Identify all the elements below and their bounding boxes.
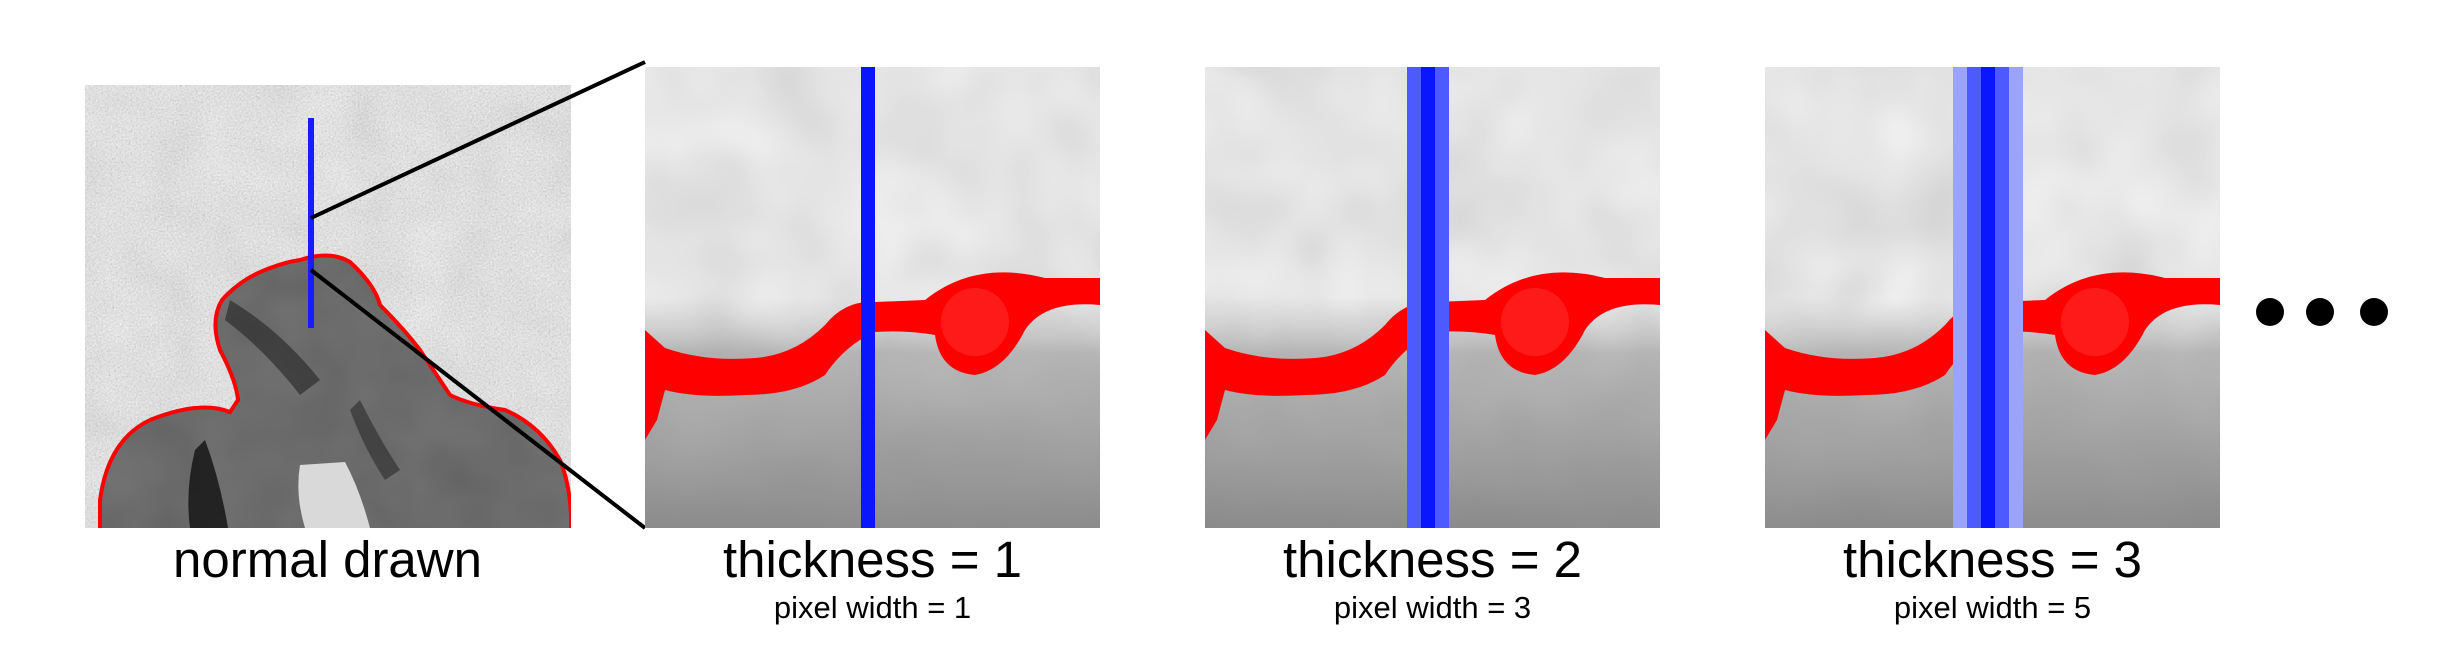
overview-caption: normal drawn [173, 531, 482, 588]
panel-1-caption: thickness = 1 [722, 531, 1023, 588]
overview-micrograph [85, 85, 571, 528]
zoom-panel-2 [1205, 67, 1660, 528]
particle-dark-band-2 [188, 440, 228, 528]
panel-3-subcaption: pixel width = 5 [1893, 590, 2092, 625]
panel-2-subcaption: pixel width = 3 [1333, 590, 1532, 625]
particle-dark-band-3 [350, 400, 400, 480]
ellipsis-dot-3 [2360, 298, 2388, 326]
ellipsis-dot-1 [2256, 298, 2284, 326]
normal-center-line [861, 67, 875, 528]
zoom-panel-3 [1765, 67, 2220, 528]
particle-bright-core [298, 462, 370, 528]
panel-3-caption: thickness = 3 [1842, 531, 2143, 588]
contour-blob [941, 288, 1009, 356]
particle-dark-band-1 [225, 300, 320, 395]
contour-blob [1501, 288, 1569, 356]
zoom-connector-bottom [309, 268, 647, 530]
zoom-panels [645, 67, 2220, 528]
panel-1-subcaption: pixel width = 1 [773, 590, 972, 625]
normal-center-line [1421, 67, 1435, 528]
ellipsis-dot-2 [2306, 298, 2334, 326]
zoom-panel-1 [645, 67, 1100, 528]
panel-2-caption: thickness = 2 [1282, 531, 1583, 588]
zoom-connector-top [310, 60, 646, 220]
contour-blob [2061, 288, 2129, 356]
normal-center-line [1981, 67, 1995, 528]
particle-texture [85, 85, 571, 528]
continuation-ellipsis [2256, 298, 2388, 326]
